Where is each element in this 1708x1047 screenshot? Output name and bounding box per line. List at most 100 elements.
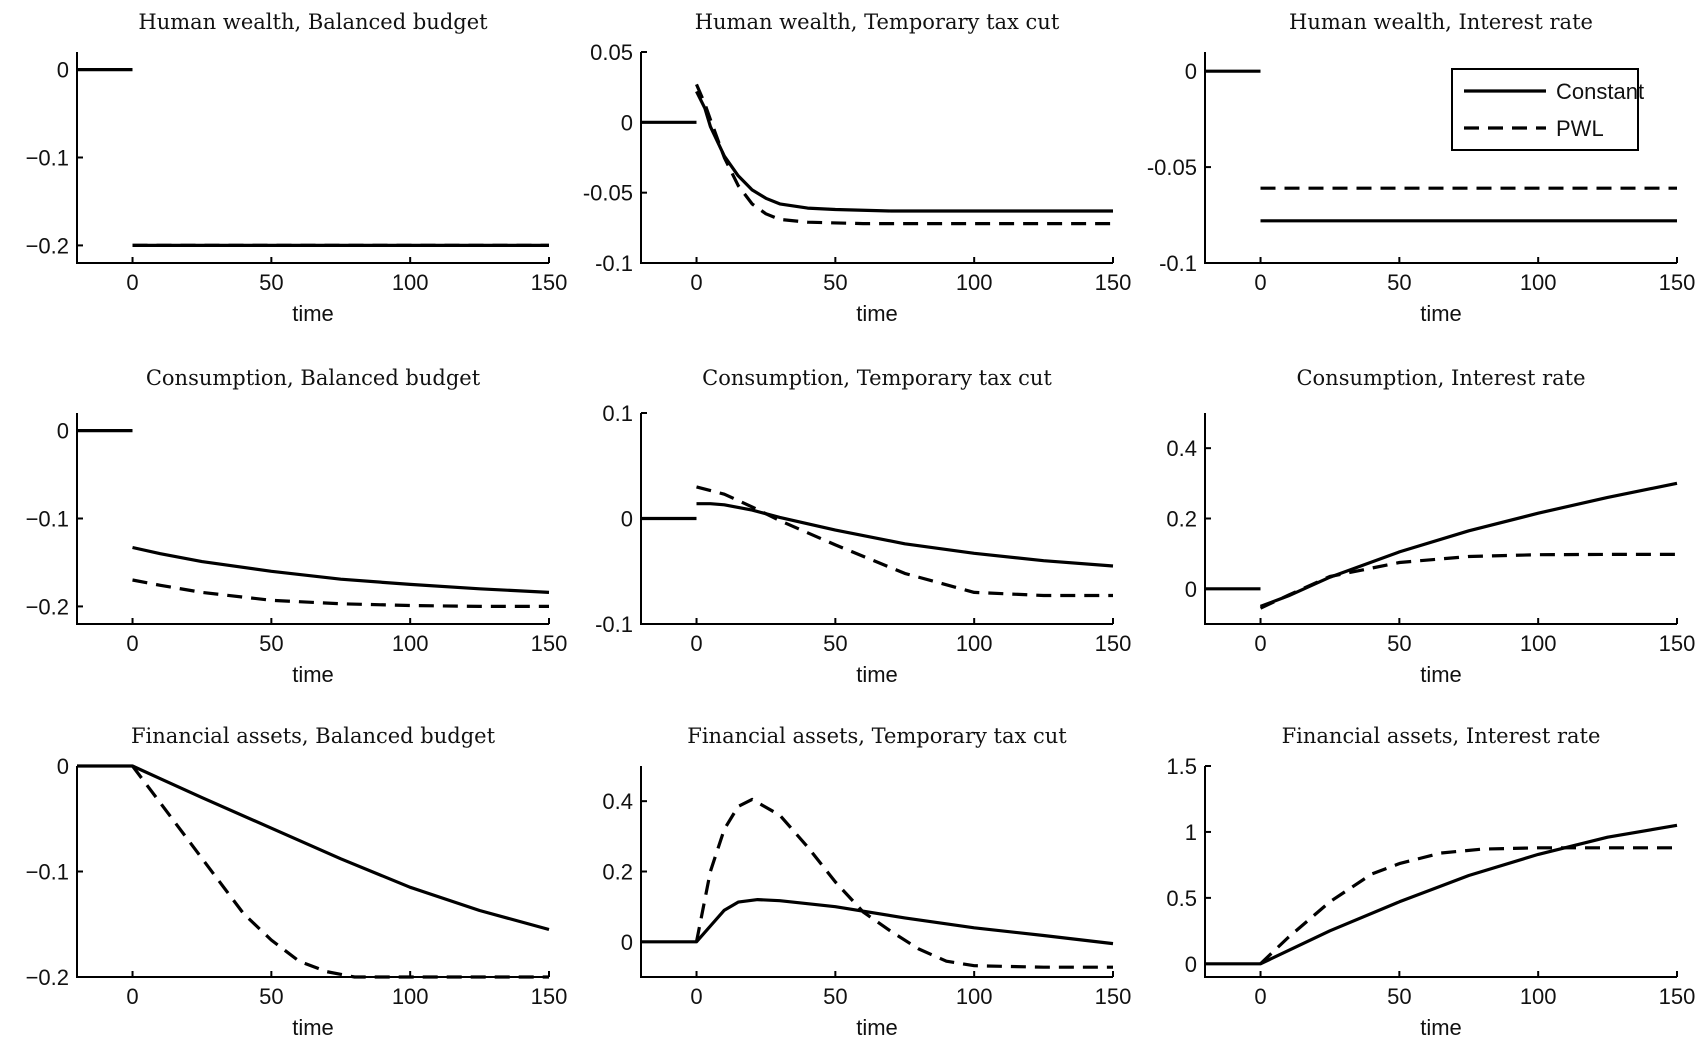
x-tick-label: 150 bbox=[1659, 631, 1696, 656]
series-line-pwl bbox=[695, 83, 1113, 226]
panel-title: Human wealth, Temporary tax cut bbox=[695, 10, 1060, 34]
x-tick-label: 150 bbox=[1659, 984, 1696, 1009]
y-tick-label: 1 bbox=[1185, 820, 1197, 845]
y-tick-label: −0.2 bbox=[26, 233, 69, 258]
y-tick-label: -0.1 bbox=[595, 251, 633, 276]
x-tick-label: 100 bbox=[1520, 270, 1557, 295]
y-tick-label: 0.4 bbox=[1166, 436, 1197, 461]
y-tick-label: 0 bbox=[57, 419, 69, 444]
x-axis-label: time bbox=[292, 301, 334, 326]
panel-human-wealth-temporary-tax-cut: Human wealth, Temporary tax cut 0 50 100 150… bbox=[583, 10, 1132, 326]
y-tick-label: −0.1 bbox=[26, 146, 69, 171]
y-tick-label: 0 bbox=[621, 110, 633, 135]
x-axis-label: time bbox=[1420, 1015, 1462, 1040]
x-axis-label: time bbox=[856, 662, 898, 687]
series-line-pwl bbox=[131, 765, 549, 979]
x-tick-label: 150 bbox=[1095, 631, 1132, 656]
panel-title: Consumption, Temporary tax cut bbox=[702, 366, 1052, 390]
y-tick-label: −0.1 bbox=[26, 860, 69, 885]
legend-label-constant: Constant bbox=[1556, 79, 1644, 104]
x-tick-label: 100 bbox=[392, 270, 429, 295]
y-tick-label: 0 bbox=[621, 507, 633, 532]
x-tick-label: 50 bbox=[259, 270, 283, 295]
x-tick-label: 150 bbox=[1659, 270, 1696, 295]
x-tick-label: 50 bbox=[823, 984, 847, 1009]
y-tick-label: 0 bbox=[621, 930, 633, 955]
x-tick-label: 100 bbox=[956, 984, 993, 1009]
panel-financial-assets-interest-rate: Financial assets, Interest rate 0 50 100 150… bbox=[1166, 724, 1695, 1040]
legend-box bbox=[1451, 68, 1639, 151]
x-tick-label: 150 bbox=[1095, 270, 1132, 295]
x-tick-label: 0 bbox=[690, 270, 702, 295]
x-tick-label: 100 bbox=[956, 270, 993, 295]
series-line-pwl bbox=[1259, 846, 1677, 965]
x-axis-label: time bbox=[292, 662, 334, 687]
y-tick-label: 0.1 bbox=[602, 401, 633, 426]
panel-title: Financial assets, Interest rate bbox=[1282, 724, 1601, 748]
panel-title: Consumption, Interest rate bbox=[1296, 366, 1585, 390]
x-tick-label: 0 bbox=[690, 984, 702, 1009]
series-line-pwl bbox=[1259, 552, 1677, 610]
y-tick-label: -0.05 bbox=[1147, 155, 1197, 180]
series-line-pwl bbox=[132, 578, 549, 608]
x-tick-label: 100 bbox=[1520, 984, 1557, 1009]
y-tick-label: -0.1 bbox=[1159, 251, 1197, 276]
x-tick-label: 150 bbox=[531, 984, 568, 1009]
y-tick-label: 0.2 bbox=[602, 860, 633, 885]
x-tick-label: 100 bbox=[1520, 631, 1557, 656]
legend: Constant PWL bbox=[1451, 68, 1644, 151]
panel-consumption-interest-rate: Consumption, Interest rate 0 50 100 150 0.4 0.… bbox=[1166, 366, 1695, 687]
y-tick-label: 0.5 bbox=[1166, 886, 1197, 911]
panel-financial-assets-temporary-tax-cut: Financial assets, Temporary tax cut 0 50 10… bbox=[602, 724, 1131, 1040]
legend-label-pwl: PWL bbox=[1556, 116, 1604, 141]
panel-consumption-temporary-tax-cut: Consumption, Temporary tax cut 0 50 100 150 0… bbox=[595, 366, 1131, 687]
y-tick-label: −0.2 bbox=[26, 594, 69, 619]
x-tick-label: 50 bbox=[259, 631, 283, 656]
y-tick-label: 1.5 bbox=[1166, 754, 1197, 779]
series-line-constant bbox=[77, 764, 550, 932]
y-tick-label: 0.4 bbox=[602, 789, 633, 814]
y-tick-label: 0 bbox=[1185, 577, 1197, 602]
x-tick-label: 100 bbox=[392, 984, 429, 1009]
panel-human-wealth-balanced-budget: Human wealth, Balanced budget 0 50 100 150 0 −… bbox=[26, 10, 568, 326]
series-line-constant bbox=[696, 502, 1114, 568]
x-tick-label: 0 bbox=[1254, 270, 1266, 295]
y-tick-label: 0 bbox=[57, 754, 69, 779]
y-tick-label: 0.2 bbox=[1166, 507, 1197, 532]
panel-title: Consumption, Balanced budget bbox=[146, 366, 481, 390]
x-tick-label: 0 bbox=[126, 631, 138, 656]
x-tick-label: 50 bbox=[1387, 631, 1411, 656]
panel-financial-assets-balanced-budget: Financial assets, Balanced budget 0 50 100 1… bbox=[26, 724, 568, 1040]
x-tick-label: 0 bbox=[690, 631, 702, 656]
y-tick-label: 0 bbox=[1185, 59, 1197, 84]
y-tick-label: 0 bbox=[57, 58, 69, 83]
x-tick-label: 0 bbox=[126, 270, 138, 295]
series-line-constant bbox=[1259, 481, 1678, 608]
y-tick-label: 0.05 bbox=[590, 40, 633, 65]
x-axis-label: time bbox=[1420, 301, 1462, 326]
panel-title: Human wealth, Balanced budget bbox=[138, 10, 488, 34]
x-tick-label: 0 bbox=[1254, 984, 1266, 1009]
x-tick-label: 50 bbox=[823, 270, 847, 295]
x-tick-label: 50 bbox=[259, 984, 283, 1009]
series-line-constant bbox=[1205, 823, 1678, 966]
panel-title: Financial assets, Balanced budget bbox=[131, 724, 496, 748]
x-tick-label: 0 bbox=[1254, 631, 1266, 656]
series-line-constant bbox=[641, 898, 1114, 946]
x-tick-label: 50 bbox=[1387, 984, 1411, 1009]
panel-human-wealth-interest-rate: Human wealth, Interest rate 0 50 100 150 0 -0.… bbox=[1147, 10, 1696, 326]
x-tick-label: 100 bbox=[956, 631, 993, 656]
series-line-pwl bbox=[696, 485, 1113, 598]
x-axis-label: time bbox=[856, 301, 898, 326]
y-tick-label: −0.2 bbox=[26, 965, 69, 990]
series-line-constant bbox=[695, 90, 1113, 213]
x-tick-label: 50 bbox=[823, 631, 847, 656]
x-tick-label: 100 bbox=[392, 631, 429, 656]
y-tick-label: -0.05 bbox=[583, 181, 633, 206]
y-tick-label: -0.1 bbox=[595, 612, 633, 637]
x-tick-label: 50 bbox=[1387, 270, 1411, 295]
x-axis-label: time bbox=[292, 1015, 334, 1040]
panel-title: Human wealth, Interest rate bbox=[1289, 10, 1593, 34]
x-tick-label: 150 bbox=[531, 270, 568, 295]
x-tick-label: 0 bbox=[126, 984, 138, 1009]
